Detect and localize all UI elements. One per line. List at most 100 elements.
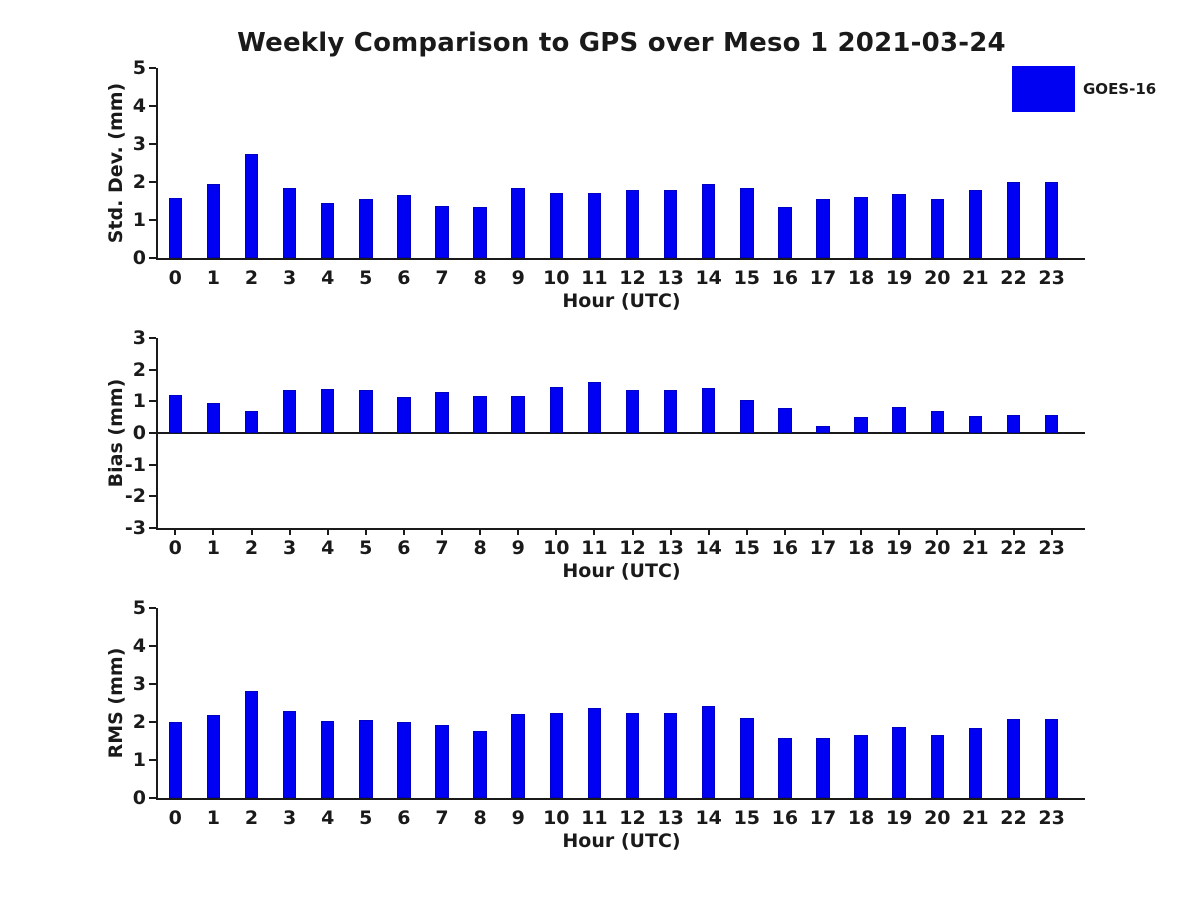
bar (511, 714, 525, 798)
x-axis-spine (156, 528, 1085, 530)
y-tick-label: -1 (124, 453, 146, 476)
x-tick-label: 10 (543, 267, 570, 289)
bar (1006, 719, 1021, 798)
x-tick (441, 530, 443, 535)
x-tick-label: 20 (924, 267, 951, 289)
x-tick (288, 530, 291, 535)
x-tick-label: 4 (321, 537, 335, 559)
y-tick (149, 759, 156, 761)
bar (473, 730, 487, 798)
x-tick-label: 4 (321, 267, 335, 289)
x-tick-label: 3 (282, 267, 297, 289)
y-tick-label: -2 (124, 485, 146, 508)
chart-title: Weekly Comparison to GPS over Meso 1 202… (237, 28, 1006, 58)
legend-swatch (1012, 66, 1075, 112)
x-tick-label: 22 (1000, 537, 1027, 559)
x-tick (1012, 530, 1015, 535)
x-tick (898, 530, 901, 535)
x-tick (555, 530, 558, 535)
x-tick-label: 19 (885, 267, 913, 289)
bar (740, 399, 754, 433)
x-tick-label: 1 (206, 267, 220, 289)
bar (701, 183, 716, 258)
x-tick (974, 530, 977, 535)
x-tick-label: 19 (885, 807, 913, 829)
bar (816, 738, 830, 798)
bar (663, 390, 678, 433)
bar (320, 389, 335, 433)
legend-label: GOES-16 (1083, 80, 1157, 98)
x-tick (745, 530, 748, 535)
x-tick-label: 8 (473, 537, 487, 559)
bar (740, 718, 754, 798)
x-tick (783, 530, 786, 535)
bar (435, 724, 449, 798)
y-axis-spine (156, 608, 158, 800)
x-tick-label: 8 (473, 807, 487, 829)
bar (701, 387, 716, 433)
bar (168, 395, 183, 433)
bar (816, 199, 830, 258)
x-tick-label: 17 (809, 537, 837, 559)
bar (282, 390, 297, 433)
x-tick-label: 1 (206, 537, 220, 559)
x-tick-label: 14 (695, 807, 722, 829)
y-axis-spine (156, 68, 158, 260)
bar (587, 707, 602, 798)
y-tick (149, 105, 156, 107)
x-tick (822, 530, 824, 535)
x-tick-label: 11 (581, 807, 608, 829)
bar (892, 406, 906, 433)
bar (587, 382, 602, 433)
y-tick (149, 683, 156, 685)
bar (549, 192, 564, 258)
x-tick-label: 12 (619, 537, 646, 559)
bar (816, 426, 830, 433)
y-tick-label: 3 (132, 673, 146, 695)
x-tick-label: 17 (809, 807, 837, 829)
x-tick-label: 5 (359, 807, 373, 829)
x-tick-label: 13 (657, 267, 684, 289)
bar (359, 199, 373, 258)
bar (930, 411, 945, 433)
bar (359, 390, 373, 433)
y-tick (149, 432, 156, 434)
bar (968, 415, 983, 433)
bar (397, 195, 411, 258)
bar (435, 205, 449, 258)
y-tick (149, 368, 156, 371)
x-tick-label: 10 (543, 807, 570, 829)
y-tick (149, 143, 156, 145)
x-tick-label: 17 (809, 267, 837, 289)
bar (1006, 182, 1021, 258)
y-tick-label: 2 (132, 171, 146, 193)
bar (473, 395, 487, 433)
y-tick (149, 721, 156, 723)
bar (1044, 414, 1059, 433)
x-tick (250, 530, 253, 535)
bar (359, 720, 373, 798)
x-tick-label: 22 (1000, 267, 1027, 289)
x-tick-label: 7 (435, 807, 449, 829)
y-tick (149, 337, 156, 339)
bar (854, 416, 868, 433)
bar (701, 706, 716, 798)
bar (892, 194, 906, 258)
x-tick-label: 18 (847, 537, 875, 559)
x-tick (517, 530, 520, 535)
y-tick-label: 3 (132, 133, 146, 155)
x-tick-label: 23 (1038, 267, 1065, 289)
x-tick-label: 7 (435, 267, 449, 289)
bar (854, 197, 868, 258)
y-tick-label: 1 (132, 209, 146, 231)
bar (778, 206, 792, 258)
bar (206, 183, 221, 258)
x-tick-label: 21 (962, 807, 989, 829)
x-tick-label: 2 (244, 537, 259, 559)
bar (778, 738, 792, 798)
y-tick (149, 797, 156, 799)
x-tick-label: 16 (771, 807, 799, 829)
x-tick (860, 530, 863, 535)
bar (968, 190, 983, 258)
